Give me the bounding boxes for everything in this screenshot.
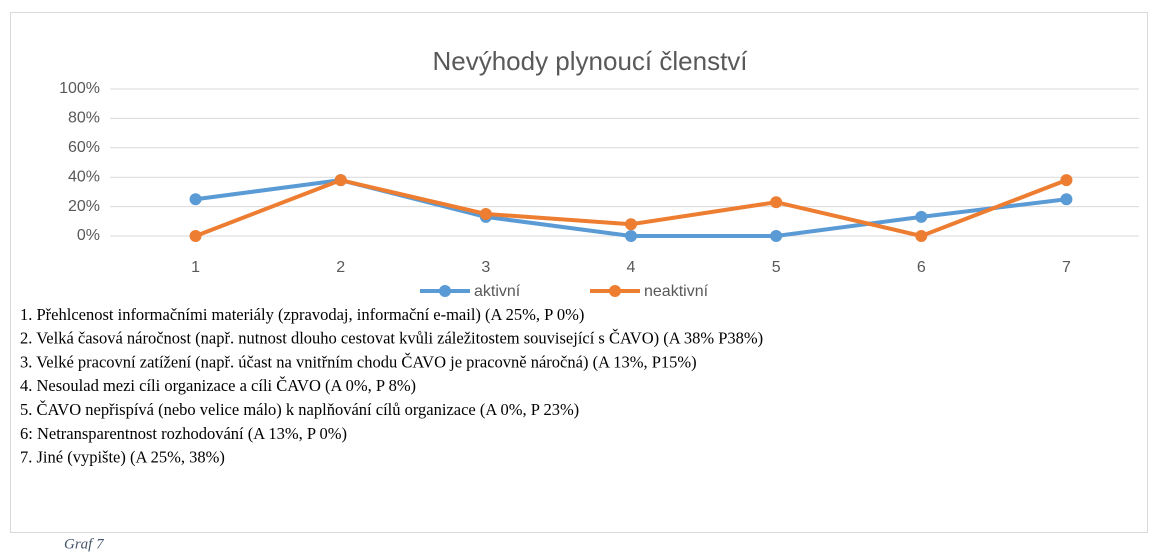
- point: [915, 230, 928, 242]
- y-tick-label: 80%: [68, 110, 100, 127]
- legend-label: neaktivní: [644, 283, 709, 300]
- x-tick-label: 1: [191, 259, 200, 276]
- note: 5. ČAVO nepřispívá (nebo velice málo) k …: [20, 400, 579, 419]
- note: 6: Netransparentnost rozhodování (A 13%,…: [20, 424, 347, 443]
- point: [479, 207, 492, 220]
- legend-marker: [609, 285, 621, 297]
- point: [1060, 193, 1073, 206]
- x-tick-label: 3: [481, 259, 490, 276]
- x-tick-label: 6: [917, 259, 926, 276]
- point: [770, 196, 783, 209]
- note: 3. Velké pracovní zatížení (např. účast …: [20, 352, 697, 371]
- x-tick-label: 2: [336, 259, 345, 276]
- chart-title: Nevýhody plynoucí členství: [432, 46, 748, 76]
- note: 1. Přehlcenost informačními materiály (z…: [20, 305, 584, 324]
- x-tick-label: 7: [1062, 259, 1071, 276]
- y-tick-label: 0%: [77, 227, 100, 244]
- caption: Graf 7: [64, 536, 105, 552]
- note: 2. Velká časová náročnost (např. nutnost…: [20, 329, 763, 348]
- legend-marker: [439, 285, 451, 297]
- note: 4. Nesoulad mezi cíli organizace a cíli …: [20, 376, 416, 395]
- point: [1060, 174, 1073, 187]
- point: [189, 193, 202, 206]
- y-tick-label: 40%: [68, 168, 100, 185]
- point: [189, 230, 202, 242]
- note: 7. Jiné (vypište) (A 25%, 38%): [20, 448, 225, 467]
- point: [334, 174, 347, 187]
- point: [625, 218, 637, 231]
- chart-border: [10, 12, 1148, 533]
- x-tick-label: 5: [772, 259, 781, 276]
- point: [625, 230, 637, 242]
- point: [915, 210, 928, 223]
- y-tick-label: 100%: [59, 80, 100, 97]
- legend-label: aktivní: [474, 283, 521, 300]
- y-tick-label: 20%: [68, 198, 100, 215]
- y-tick-label: 60%: [68, 139, 100, 156]
- x-tick-label: 4: [627, 259, 636, 276]
- point: [770, 230, 783, 242]
